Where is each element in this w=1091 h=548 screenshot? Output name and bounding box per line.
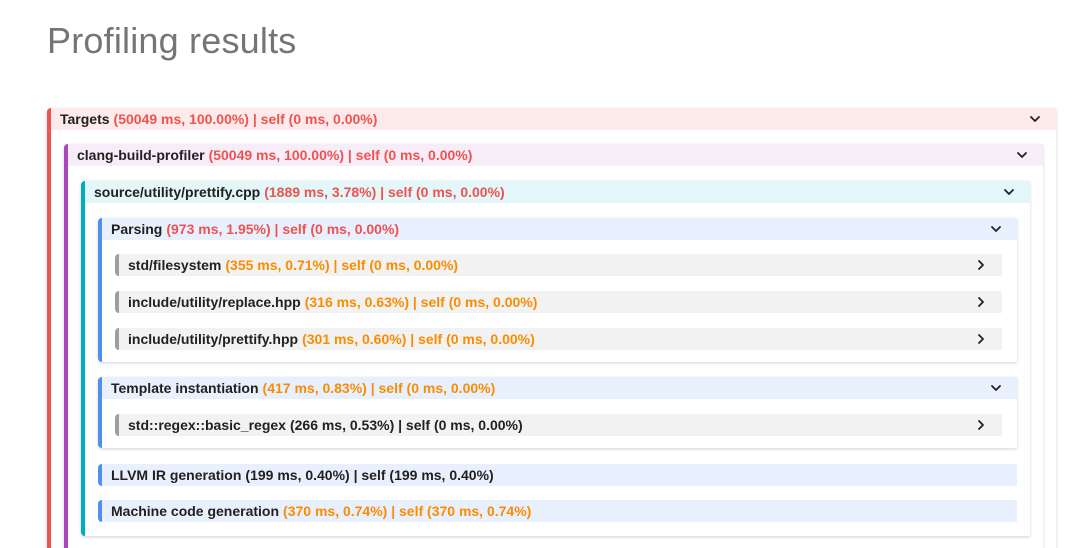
node-name: Template instantiation [111, 380, 259, 396]
node-stats: (316 ms, 0.63%) | self (0 ms, 0.00%) [304, 294, 538, 310]
node-stats: (301 ms, 0.60%) | self (0 ms, 0.00%) [302, 331, 535, 347]
chevron-right-icon[interactable] [974, 258, 988, 272]
node-stats: (266 ms, 0.53%) | self (0 ms, 0.00%) [289, 417, 523, 433]
tree-node-std-filesystem[interactable]: std/filesystem (355 ms, 0.71%) | self (0… [115, 254, 1002, 276]
node-name: std/filesystem [128, 257, 222, 273]
node-stats: (50049 ms, 100.00%) | self (0 ms, 0.00%) [113, 111, 378, 127]
node-stats: (417 ms, 0.83%) | self (0 ms, 0.00%) [262, 380, 496, 396]
chevron-right-icon[interactable] [974, 332, 988, 346]
node-name: Parsing [111, 221, 163, 237]
tree-node-basic-regex[interactable]: std::regex::basic_regex (266 ms, 0.53%) … [115, 414, 1002, 436]
node-header-std-filesystem[interactable]: std/filesystem (355 ms, 0.71%) | self (0… [119, 254, 1002, 276]
chevron-down-icon[interactable] [1028, 112, 1042, 126]
node-stats: (50049 ms, 100.00%) | self (0 ms, 0.00%) [208, 147, 473, 163]
node-header-replace-hpp[interactable]: include/utility/replace.hpp (316 ms, 0.6… [119, 291, 1002, 313]
node-name: Machine code generation [111, 503, 280, 519]
node-header-template-instantiation[interactable]: Template instantiation (417 ms, 0.83%) |… [102, 377, 1017, 399]
node-header-parsing[interactable]: Parsing (973 ms, 1.95%) | self (0 ms, 0.… [102, 218, 1017, 240]
node-name: LLVM IR generation [111, 467, 242, 483]
chevron-down-icon[interactable] [1002, 185, 1016, 199]
chevron-down-icon[interactable] [1015, 148, 1029, 162]
node-name: Targets [60, 111, 110, 127]
node-name: source/utility/prettify.cpp [94, 184, 261, 200]
node-stats: (370 ms, 0.74%) | self (370 ms, 0.74%) [283, 503, 532, 519]
tree-node-prettify-hpp[interactable]: include/utility/prettify.hpp (301 ms, 0.… [115, 328, 1002, 350]
chevron-down-icon[interactable] [989, 222, 1003, 236]
node-name: include/utility/prettify.hpp [128, 331, 299, 347]
node-header-targets[interactable]: Targets (50049 ms, 100.00%) | self (0 ms… [51, 108, 1056, 130]
chevron-right-icon[interactable] [974, 418, 988, 432]
node-header-prettify-hpp[interactable]: include/utility/prettify.hpp (301 ms, 0.… [119, 328, 1002, 350]
chevron-right-icon[interactable] [974, 295, 988, 309]
node-header-clang-build-profiler[interactable]: clang-build-profiler (50049 ms, 100.00%)… [68, 144, 1043, 166]
tree-node-template-instantiation: Template instantiation (417 ms, 0.83%) |… [98, 377, 1017, 448]
node-stats: (355 ms, 0.71%) | self (0 ms, 0.00%) [225, 257, 459, 273]
tree-node-llvm-ir-generation[interactable]: LLVM IR generation (199 ms, 0.40%) | sel… [98, 464, 1017, 486]
node-name: std::regex::basic_regex [128, 417, 286, 433]
node-name: include/utility/replace.hpp [128, 294, 301, 310]
node-stats: (1889 ms, 3.78%) | self (0 ms, 0.00%) [264, 184, 505, 200]
tree-node-replace-hpp[interactable]: include/utility/replace.hpp (316 ms, 0.6… [115, 291, 1002, 313]
chevron-down-icon[interactable] [989, 381, 1003, 395]
node-stats: (973 ms, 1.95%) | self (0 ms, 0.00%) [166, 221, 400, 237]
page-title: Profiling results [47, 20, 297, 61]
node-name: clang-build-profiler [77, 147, 205, 163]
node-header-llvm-ir-generation[interactable]: LLVM IR generation (199 ms, 0.40%) | sel… [102, 464, 1017, 486]
tree-node-machine-code-generation[interactable]: Machine code generation (370 ms, 0.74%) … [98, 500, 1017, 522]
node-stats: (199 ms, 0.40%) | self (199 ms, 0.40%) [245, 467, 494, 483]
node-header-prettify-cpp[interactable]: source/utility/prettify.cpp (1889 ms, 3.… [85, 181, 1030, 203]
node-header-machine-code-generation[interactable]: Machine code generation (370 ms, 0.74%) … [102, 500, 1017, 522]
node-header-basic-regex[interactable]: std::regex::basic_regex (266 ms, 0.53%) … [119, 414, 1002, 436]
